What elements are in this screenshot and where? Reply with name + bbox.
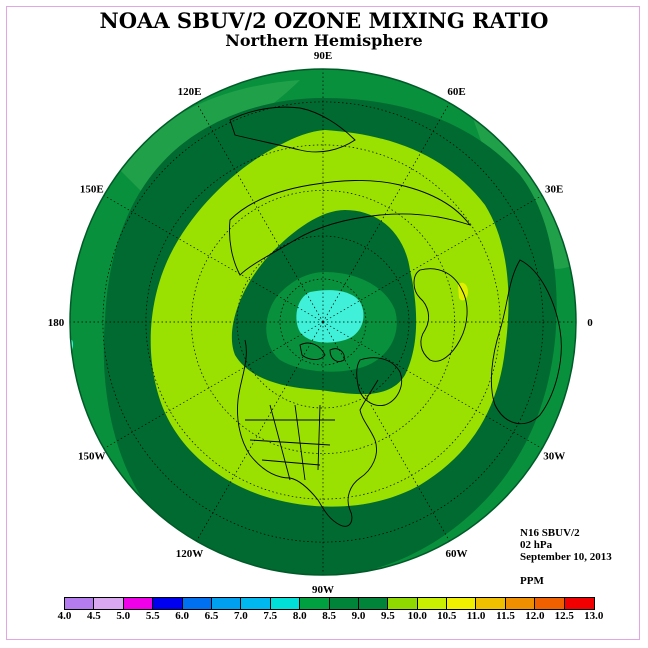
colorbar-tick-label: 7.5: [263, 610, 278, 622]
map-subtitle: Northern Hemisphere: [225, 31, 423, 50]
longitude-label-60w: 60W: [446, 548, 468, 560]
longitude-label-60e: 60E: [447, 86, 465, 98]
colorbar-cell-18: [564, 598, 595, 609]
colorbar-cell-4: [153, 598, 183, 609]
colorbar-tick-label: 11.0: [466, 610, 486, 622]
colorbar-cell-10: [329, 598, 359, 609]
colorbar-tick-label: 4.5: [87, 610, 101, 622]
colorbar: [64, 597, 596, 610]
longitude-label-0: 0: [587, 317, 593, 329]
figure-border: [6, 6, 640, 640]
colorbar-cell-7: [241, 598, 271, 609]
colorbar-cell-11: [358, 598, 389, 609]
colorbar-cell-1: [65, 598, 95, 609]
longitude-label-30w: 30W: [543, 451, 565, 463]
colorbar-cell-3: [123, 598, 154, 609]
colorbar-cell-13: [417, 598, 448, 609]
colorbar-cell-12: [388, 598, 418, 609]
date-label: September 10, 2013: [520, 551, 612, 563]
coastlines: [229, 106, 562, 527]
longitude-label-150w: 150W: [78, 451, 106, 463]
greenland-coast: [356, 357, 403, 406]
colorbar-cell-5: [182, 598, 212, 609]
map-boundary: [69, 68, 577, 576]
colorbar-tick-label: 13.0: [584, 610, 604, 622]
colorbar-tick-label: 11.5: [496, 610, 515, 622]
colorbar-tick-label: 8.0: [292, 610, 307, 622]
colorbar-tick-label: 7.0: [234, 610, 248, 622]
pressure-level-label: 02 hPa: [520, 539, 553, 551]
longitude-label-90w: 90W: [312, 584, 334, 596]
africa-coast: [490, 259, 562, 425]
colorbar-cell-17: [535, 598, 565, 609]
colorbar-cell-6: [211, 598, 242, 609]
map-title: NOAA SBUV/2 OZONE MIXING RATIO: [99, 8, 549, 33]
colorbar-tick-label: 4.0: [57, 610, 72, 622]
units-label: PPM: [520, 575, 544, 587]
instrument-label: N16 SBUV/2: [520, 527, 580, 539]
longitude-label-150e: 150E: [80, 184, 104, 196]
colorbar-cell-2: [94, 598, 124, 609]
latitude-circle-1: [279, 278, 367, 366]
colorbar-tick-label: 10.5: [437, 610, 457, 622]
latitude-circle-3: [191, 190, 455, 454]
latitude-circle-2: [236, 235, 410, 409]
arctic-islands: [299, 342, 345, 362]
longitude-label-120w: 120W: [176, 548, 204, 560]
colorbar-tick-label: 12.0: [525, 610, 545, 622]
colorbar-tick-label: 6.5: [204, 610, 219, 622]
colorbar-tick-label: 12.5: [554, 610, 574, 622]
polar-max-cyan: [296, 290, 364, 343]
colorbar-cell-16: [505, 598, 536, 609]
colorbar-tick-label: 9.0: [351, 610, 366, 622]
longitude-label-120e: 120E: [178, 86, 202, 98]
ozone-field: [70, 69, 576, 575]
longitude-label-90e: 90E: [314, 50, 332, 62]
colorbar-tick-label: 6.0: [175, 610, 189, 622]
colorbar-tick-label: 5.0: [116, 610, 131, 622]
longitude-label-30e: 30E: [545, 184, 563, 196]
asia-coast: [229, 180, 472, 276]
longitude-labels: 90E 60E 30E 0 30W 60W 90W 120W 150W 180 150E 120E: [48, 50, 594, 596]
north-america-grid: [245, 404, 335, 481]
colorbar-cell-14: [447, 598, 477, 609]
colorbar-cell-8: [270, 598, 301, 609]
europe-coast: [413, 268, 468, 362]
colorbar-tick-label: 10.0: [407, 610, 427, 622]
colorbar-cell-9: [300, 598, 330, 609]
longitude-label-180: 180: [48, 317, 65, 329]
colorbar-tick-label: 5.5: [145, 610, 160, 622]
asia-east-coast: [229, 106, 356, 153]
colorbar-tick-label: 8.5: [322, 610, 336, 622]
colorbar-tick-label: 9.5: [381, 610, 395, 622]
colorbar-cell-15: [476, 598, 506, 609]
north-america-coast: [237, 339, 379, 527]
